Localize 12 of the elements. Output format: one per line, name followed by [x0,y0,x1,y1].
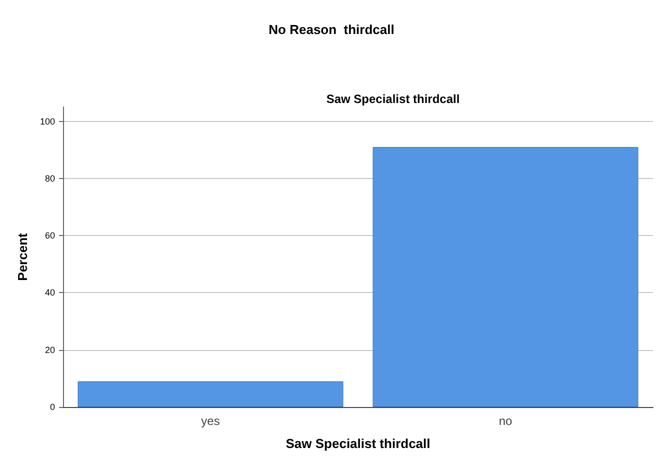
y-tick-label: 20 [44,344,55,355]
x-tick-label: yes [201,414,220,428]
chart-title: No Reason thirdcall [268,22,394,37]
y-tick-label: 60 [44,230,55,241]
y-tick-label: 80 [44,173,55,184]
y-tick-label: 100 [40,116,55,126]
x-tick-label: no [498,414,512,428]
chart-subtitle: Saw Specialist thirdcall [326,92,460,106]
y-tick-label: 40 [44,288,55,298]
y-tick-label: 0 [50,402,55,412]
y-axis-title: Percent [15,232,30,281]
x-axis-title: Saw Specialist thirdcall [286,436,430,451]
